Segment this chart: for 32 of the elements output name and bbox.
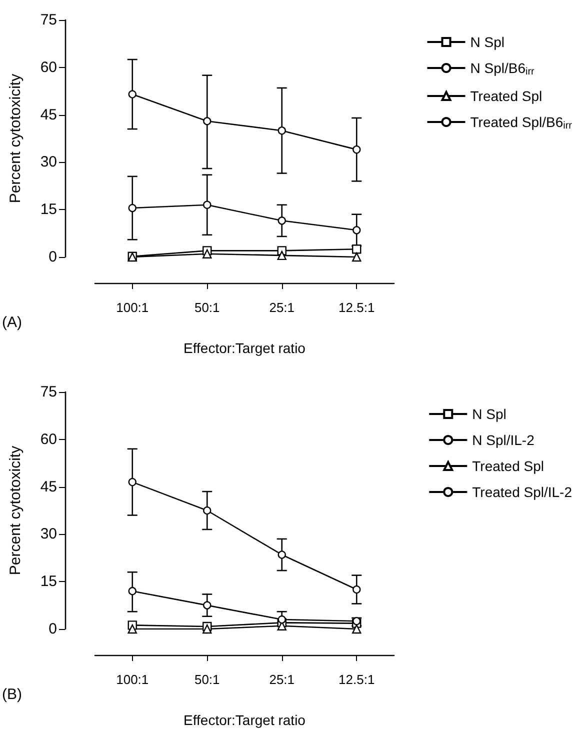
y-tick-label: 0 — [48, 248, 57, 266]
x-tick-label: 50:1 — [194, 672, 220, 687]
x-tick-label: 25:1 — [269, 672, 295, 687]
y-tick-label: 60 — [40, 58, 57, 76]
y-tick-label: 45 — [40, 106, 57, 124]
legend-label: Treated Spl — [470, 88, 542, 104]
x-tick-label: 50:1 — [194, 300, 220, 315]
y-axis-title: Percent cytotoxicity — [7, 445, 24, 576]
y-tick-label: 75 — [40, 12, 57, 28]
legend-label: N Spl — [470, 34, 504, 50]
x-axis-title: Effector:Target ratio — [184, 340, 306, 356]
text: (A) — [2, 314, 22, 331]
legend-label: Treated Spl/IL-2 — [472, 484, 572, 500]
x-tick-label: 12.5:1 — [338, 672, 375, 687]
x-tick-label: 100:1 — [116, 300, 149, 315]
x-tick-label: 12.5:1 — [338, 300, 375, 315]
y-tick-label: 15 — [40, 201, 57, 218]
y-tick-label: 60 — [40, 430, 57, 448]
x-axis-title: Effector:Target ratio — [184, 712, 306, 728]
y-tick-label: 0 — [48, 620, 57, 638]
text: (B) — [2, 686, 22, 703]
x-tick-label: 25:1 — [269, 300, 295, 315]
x-tick-label: 100:1 — [116, 672, 149, 687]
y-tick-label: 75 — [40, 384, 57, 400]
legend-label: Treated Spl — [472, 458, 544, 474]
legend-label: N Spl — [472, 406, 506, 422]
legend-label: N Spl/IL-2 — [472, 432, 535, 448]
y-tick-label: 15 — [40, 573, 57, 590]
y-axis-title: Percent cytotoxicity — [7, 73, 24, 204]
y-tick-label: 45 — [40, 478, 57, 496]
y-tick-label: 30 — [40, 154, 57, 171]
y-tick-label: 30 — [40, 526, 57, 543]
